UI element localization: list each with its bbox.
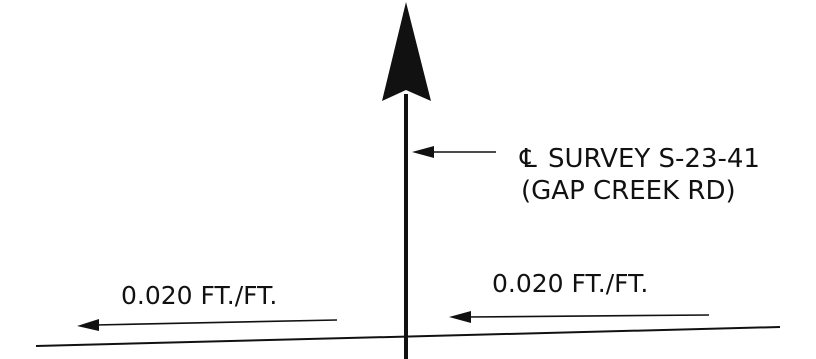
centerline-leader-arrow-icon [412, 146, 434, 158]
centerline-arrowhead-icon [382, 2, 431, 101]
right-slope-arrowhead-icon [449, 311, 471, 323]
centerline-symbol: ℄ [519, 144, 537, 174]
left-slope-arrowhead-icon [77, 319, 99, 331]
right-slope-arrow-line [465, 314, 710, 318]
right-slope-label: 0.020 FT./FT. [492, 269, 648, 298]
centerline-survey-label: SURVEY S-23-41 [548, 144, 760, 174]
left-slope-arrow-line [94, 319, 338, 326]
left-slope-label: 0.020 FT./FT. [121, 281, 277, 310]
centerline-road-name: (GAP CREEK RD) [521, 176, 736, 206]
